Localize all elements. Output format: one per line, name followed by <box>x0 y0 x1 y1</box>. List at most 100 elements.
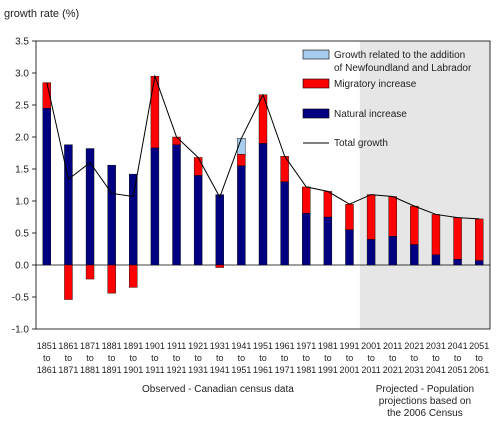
x-tick-label-line: 2021 <box>383 365 403 375</box>
bar-natural-increase <box>215 194 224 266</box>
bar-migratory-increase <box>150 75 160 149</box>
x-tick-label-line: to <box>259 353 267 363</box>
x-tick-label: 2021 to 2031 <box>404 341 424 375</box>
legend-swatch <box>302 49 330 60</box>
x-tick-label: 1881 to 1891 <box>102 341 122 375</box>
x-tick-label: 1871 to 1881 <box>80 341 100 375</box>
bar-natural-increase <box>42 107 52 266</box>
x-tick-label: 1901 to 1911 <box>145 341 165 375</box>
x-tick-label-line: to <box>43 353 51 363</box>
x-tick-label-line: 1881 <box>80 365 100 375</box>
x-tick-label: 1931 to 1941 <box>210 341 230 375</box>
bar-natural-increase <box>474 260 484 266</box>
x-tick-label-line: to <box>151 353 159 363</box>
bar-natural-increase <box>388 235 397 266</box>
x-tick-label-line: to <box>281 353 289 363</box>
x-tick-label-line: 1981 <box>318 341 338 351</box>
x-tick-label-line: to <box>324 353 332 363</box>
bar-migratory-increase <box>64 264 73 300</box>
bar-natural-increase <box>431 254 441 266</box>
x-tick-label-line: 2001 <box>339 365 359 375</box>
x-tick-label-line: to <box>454 353 462 363</box>
x-tick-label-line: 1951 <box>253 341 273 351</box>
x-tick-label-line: 1871 <box>80 341 100 351</box>
legend-item: Total growth <box>303 138 388 149</box>
x-tick-label: 1851 to 1861 <box>37 341 57 375</box>
x-tick-label-line: 1941 <box>210 365 230 375</box>
x-tick-label-line: 1931 <box>210 341 230 351</box>
x-tick-label-line: to <box>346 353 354 363</box>
x-tick-label-line: 1991 <box>318 365 338 375</box>
x-tick-label-line: 1931 <box>188 365 208 375</box>
group-labels: Observed - Canadian census data Projected… <box>142 384 474 419</box>
x-tick-label: 1921 to 1931 <box>188 341 208 375</box>
x-tick-label: 2011 to 2021 <box>383 341 403 375</box>
x-tick-label: 2041 to 2051 <box>448 341 468 375</box>
x-tick-label: 1981 to 1991 <box>318 341 338 375</box>
x-tick-label-line: 1971 <box>296 341 316 351</box>
x-tick-label-line: 2031 <box>404 365 424 375</box>
x-tick-label-line: 2001 <box>361 341 381 351</box>
bar-natural-increase <box>366 239 376 266</box>
bar-natural-increase <box>150 147 160 266</box>
x-tick-label-line: 2011 <box>383 341 402 351</box>
x-tick-label-line: 2041 <box>426 365 446 375</box>
bar-migratory-increase <box>215 264 224 268</box>
x-tick-label-line: to <box>65 353 73 363</box>
x-tick-label-line: 2051 <box>448 365 468 375</box>
bar-migratory-increase <box>237 154 246 166</box>
y-axis-ticks: 3.5 3.0 2.5 2.0 1.5 1.0 0.5 0.0 -0.5 -1.0 <box>12 37 36 336</box>
bar-natural-increase <box>410 244 419 266</box>
bar-natural-increase <box>258 143 268 266</box>
x-tick-label-line: 2061 <box>469 365 489 375</box>
x-tick-label-line: 1911 <box>167 341 186 351</box>
x-tick-label-line: 1971 <box>275 365 295 375</box>
bar-natural-increase <box>323 216 333 266</box>
x-tick-label-line: 1961 <box>275 341 295 351</box>
x-tick-label-line: 2041 <box>448 341 468 351</box>
x-tick-label-line: to <box>130 353 138 363</box>
x-tick-label-line: 1921 <box>188 341 208 351</box>
observed-group-label: Observed - Canadian census data <box>142 384 294 395</box>
bar-natural-increase <box>64 144 73 266</box>
x-tick-label: 1951 to 1961 <box>253 341 273 375</box>
legend-item: Migratory increase <box>302 78 417 90</box>
x-tick-label-line: 2031 <box>426 341 446 351</box>
projected-group-label: Projected - Population <box>376 384 474 395</box>
legend-label: Natural increase <box>334 109 407 120</box>
x-tick-label-line: 1851 <box>37 341 57 351</box>
projected-group-label: the 2006 Census <box>387 408 463 419</box>
legend: Growth related to the addition of Newfoun… <box>302 49 472 149</box>
bar-migratory-increase <box>474 218 484 261</box>
projection-shade <box>359 41 490 329</box>
x-tick-label-line: to <box>389 353 397 363</box>
bar-natural-increase <box>280 181 289 266</box>
y-tick-label: 2.0 <box>15 133 29 144</box>
legend-label: Growth related to the addition <box>334 50 465 61</box>
x-tick-label-line: 1861 <box>37 365 57 375</box>
y-tick-label: -1.0 <box>12 325 30 336</box>
x-tick-label-line: 2021 <box>404 341 424 351</box>
legend-label: of Newfoundland and Labrador <box>334 63 472 74</box>
bar-natural-increase <box>345 229 354 266</box>
x-tick-label: 2001 to 2011 <box>361 341 381 375</box>
bar-migratory-increase <box>323 191 333 218</box>
projected-group-label: projections based on <box>379 396 471 407</box>
x-tick-label-line: to <box>367 353 375 363</box>
bar-migratory-increase <box>85 264 95 280</box>
bar-natural-increase <box>193 175 203 266</box>
y-tick-label: 0.0 <box>15 261 29 272</box>
y-tick-label: -0.5 <box>12 293 30 304</box>
x-tick-label-line: to <box>238 353 246 363</box>
bar-migratory-increase <box>410 205 419 245</box>
x-tick-label: 1991 to 2001 <box>339 341 359 375</box>
x-tick-label-line: to <box>173 353 181 363</box>
y-tick-label: 1.0 <box>15 197 29 208</box>
legend-item: Natural increase <box>302 108 407 120</box>
bar-natural-increase <box>107 164 116 266</box>
legend-swatch <box>302 108 330 119</box>
projection-shade-rect <box>359 41 490 329</box>
x-tick-label-line: 1901 <box>145 341 165 351</box>
bar-migratory-increase <box>366 194 376 240</box>
